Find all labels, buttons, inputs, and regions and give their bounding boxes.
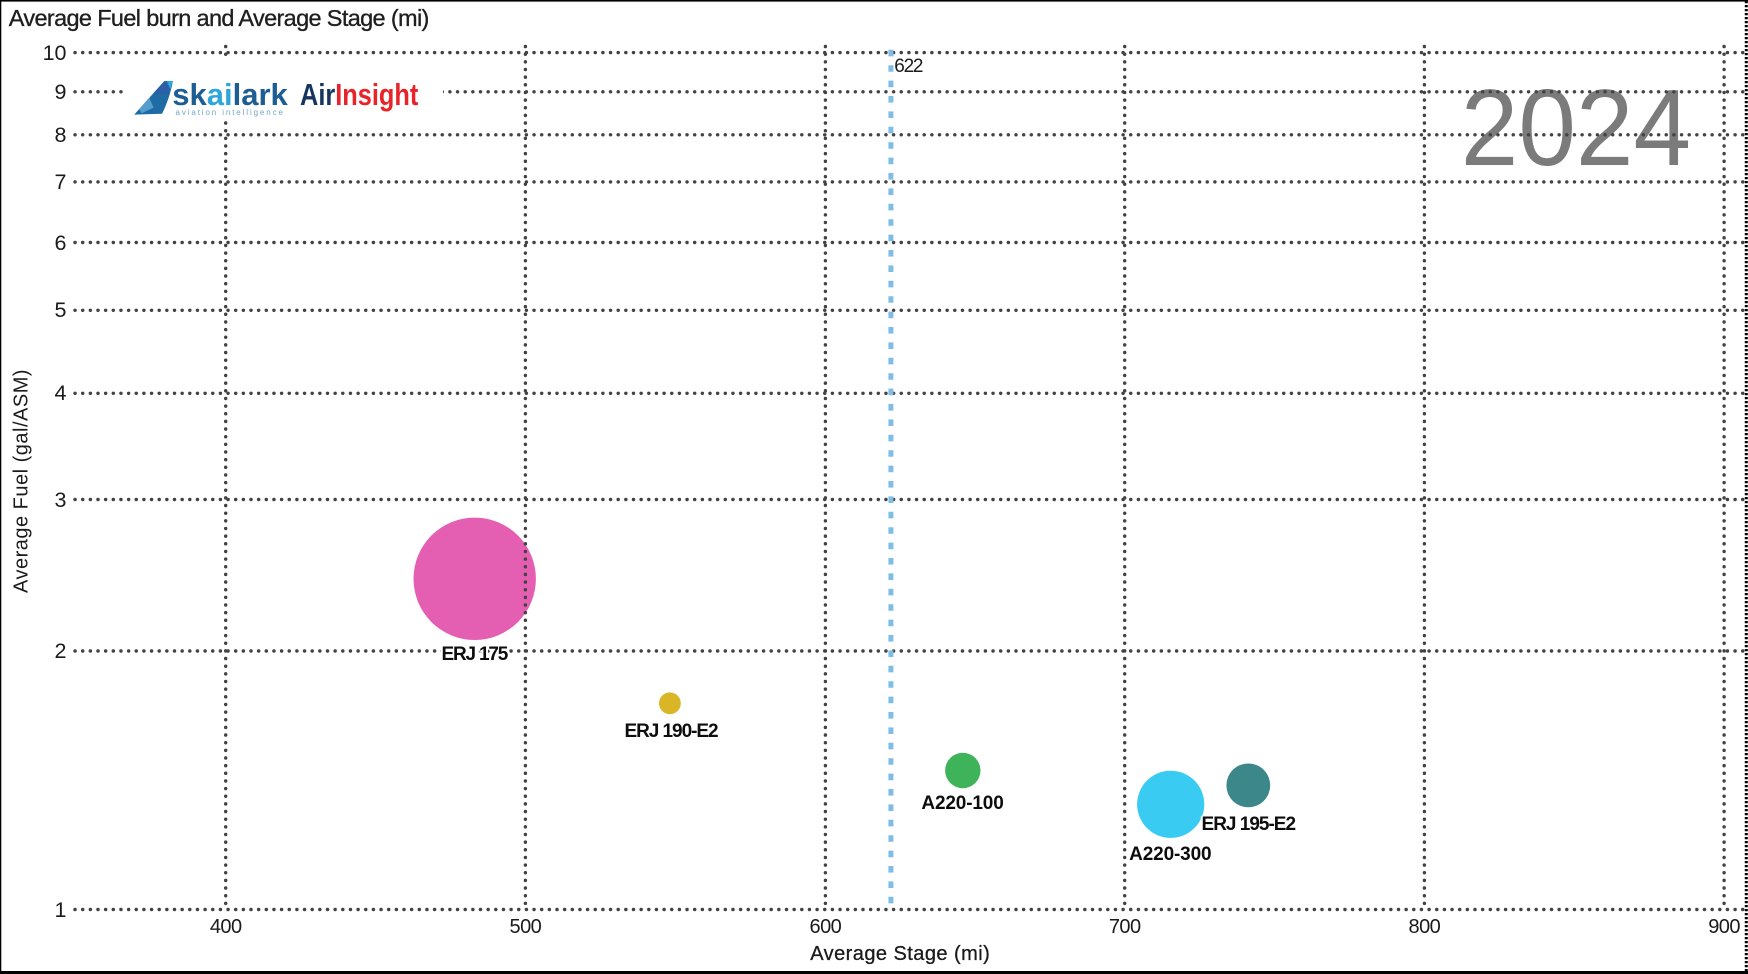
svg-text:2024: 2024 — [1461, 66, 1691, 188]
